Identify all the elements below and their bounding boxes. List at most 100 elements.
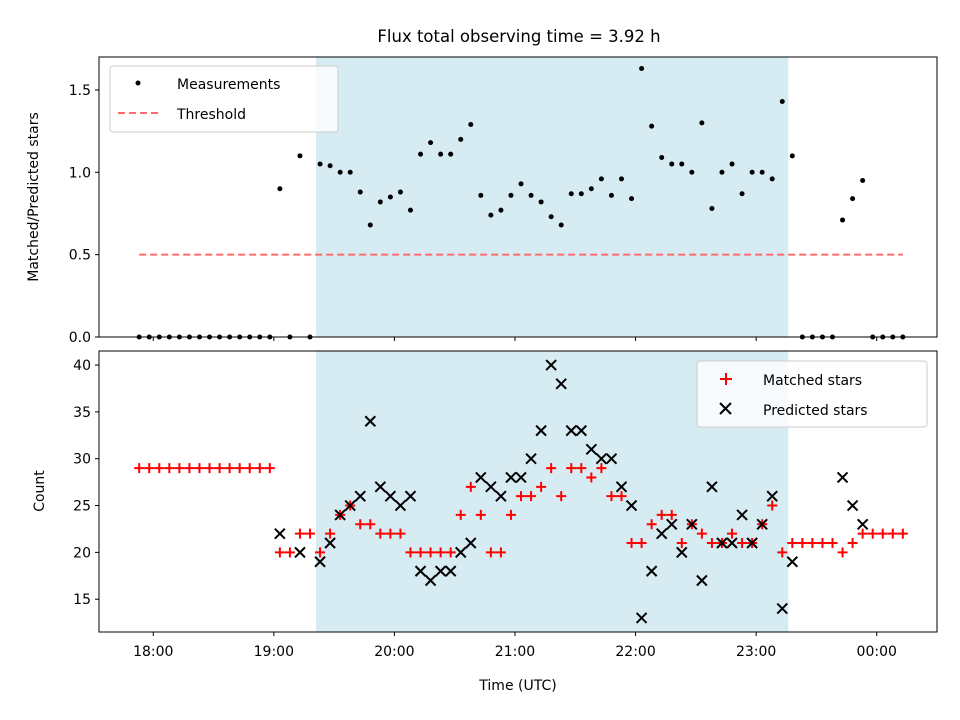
measurement-point bbox=[518, 181, 524, 187]
matched-star-point bbox=[616, 491, 627, 502]
predicted-star-point bbox=[495, 490, 507, 502]
predicted-star-point bbox=[575, 424, 588, 437]
matched-star-point bbox=[656, 509, 667, 520]
measurement-point bbox=[598, 176, 604, 182]
predicted-star-point bbox=[635, 612, 648, 624]
measurement-point bbox=[458, 136, 464, 142]
bottom-ylabel: Count bbox=[32, 470, 48, 512]
chart-title: Flux total observing time = 3.92 h bbox=[377, 27, 660, 46]
matched-star-point bbox=[144, 463, 155, 474]
measurement-point bbox=[769, 176, 775, 182]
top-axes-frame bbox=[98, 56, 938, 338]
predicted-star-point bbox=[475, 471, 487, 484]
matched-star-point bbox=[375, 528, 386, 539]
predicted-star-point bbox=[324, 537, 336, 549]
matched-star-point bbox=[445, 547, 456, 558]
matched-star-point bbox=[566, 463, 577, 474]
bottom-xticks: 18:00 19:00 20:00 21:00 22:00 23:00 00:00 bbox=[133, 632, 897, 660]
measurement-point bbox=[428, 140, 434, 146]
measurement-point bbox=[629, 196, 635, 202]
predicted-star-point bbox=[666, 518, 678, 530]
matched-star-point bbox=[767, 500, 778, 511]
predicted-star-point bbox=[384, 490, 397, 502]
predicted-star-point bbox=[545, 359, 557, 371]
xtick-label: 23:00 bbox=[736, 644, 776, 660]
predicted-star-point bbox=[485, 481, 497, 493]
matched-star-point bbox=[576, 463, 587, 474]
matched-star-point bbox=[355, 519, 366, 530]
matched-star-point bbox=[244, 463, 255, 474]
predicted-star-point bbox=[645, 565, 658, 577]
matched-star-point bbox=[787, 538, 798, 549]
matched-star-point bbox=[234, 463, 245, 474]
legend-measurement-dot bbox=[135, 80, 141, 86]
legend-matched-marker bbox=[720, 373, 732, 385]
matched-star-point bbox=[646, 519, 657, 530]
predicted-star-point bbox=[696, 574, 708, 587]
matched-star-point bbox=[415, 547, 426, 558]
predicted-star-point bbox=[294, 546, 306, 559]
xtick-label: 21:00 bbox=[495, 644, 535, 660]
predicted-star-point bbox=[535, 424, 547, 437]
bottom-legend-box bbox=[696, 360, 928, 428]
measurement-point bbox=[739, 191, 745, 197]
measurement-point bbox=[588, 186, 594, 192]
ytick-label: 15 bbox=[73, 592, 91, 608]
matched-star-point bbox=[556, 491, 567, 502]
predicted-star-point bbox=[776, 602, 788, 615]
matched-star-point bbox=[274, 547, 285, 558]
predicted-star-point bbox=[605, 453, 618, 465]
top-xticks bbox=[152, 337, 878, 341]
matched-star-point bbox=[847, 538, 858, 549]
top-yticks: 0.0 0.5 1.0 1.5 bbox=[69, 83, 99, 346]
predicted-star-point bbox=[565, 424, 577, 437]
matched-star-point bbox=[626, 538, 637, 549]
measurement-point bbox=[729, 161, 735, 167]
predicted-star-point bbox=[595, 453, 608, 465]
matched-star-point bbox=[465, 481, 476, 492]
predicted-star-point bbox=[736, 509, 748, 521]
matched-star-point bbox=[807, 538, 818, 549]
matched-star-point bbox=[676, 538, 687, 549]
measurement-point bbox=[548, 214, 554, 220]
measurement-point bbox=[719, 169, 725, 175]
measurement-point bbox=[558, 222, 564, 228]
legend-measurements-label: Measurements bbox=[177, 77, 280, 93]
predicted-star-point bbox=[505, 471, 517, 484]
measurement-point bbox=[789, 153, 795, 159]
xtick-label: 18:00 bbox=[133, 644, 173, 660]
predicted-star-point bbox=[374, 481, 387, 493]
matched-star-point bbox=[395, 528, 406, 539]
measurement-point bbox=[860, 178, 866, 184]
predicted-star-point bbox=[676, 546, 688, 559]
matched-star-point bbox=[666, 509, 677, 520]
predicted-star-point bbox=[274, 527, 286, 540]
measurement-point bbox=[377, 199, 383, 205]
measurement-point bbox=[699, 120, 705, 126]
predicted-star-point bbox=[655, 527, 668, 540]
predicted-star-point bbox=[585, 443, 598, 456]
matched-star-point bbox=[154, 463, 165, 474]
measurement-point bbox=[498, 207, 504, 213]
predicted-star-point bbox=[394, 499, 407, 512]
matched-star-point bbox=[214, 463, 225, 474]
measurement-point bbox=[568, 191, 574, 197]
matched-star-point bbox=[696, 528, 707, 539]
xtick-label: 00:00 bbox=[857, 644, 897, 660]
top-legend: Measurements Threshold bbox=[109, 65, 339, 133]
matched-star-point bbox=[827, 538, 838, 549]
matched-star-point bbox=[837, 547, 848, 558]
predicted-star-point bbox=[424, 574, 437, 587]
bottom-panel: 15 20 25 30 35 40 18:00 19:00 20:00 21:00 22:00 23… bbox=[32, 350, 938, 694]
legend-threshold-label: Threshold bbox=[176, 107, 246, 123]
matched-star-point bbox=[485, 547, 496, 558]
measurement-point bbox=[397, 189, 403, 195]
matched-star-point bbox=[505, 509, 516, 520]
measurement-point bbox=[448, 151, 454, 157]
x-axis-label: Time (UTC) bbox=[478, 678, 556, 694]
top-shaded-span bbox=[316, 57, 789, 337]
xtick-label: 19:00 bbox=[254, 644, 294, 660]
measurement-point bbox=[327, 163, 333, 169]
measurement-point bbox=[850, 196, 856, 202]
matched-star-point bbox=[284, 547, 295, 558]
